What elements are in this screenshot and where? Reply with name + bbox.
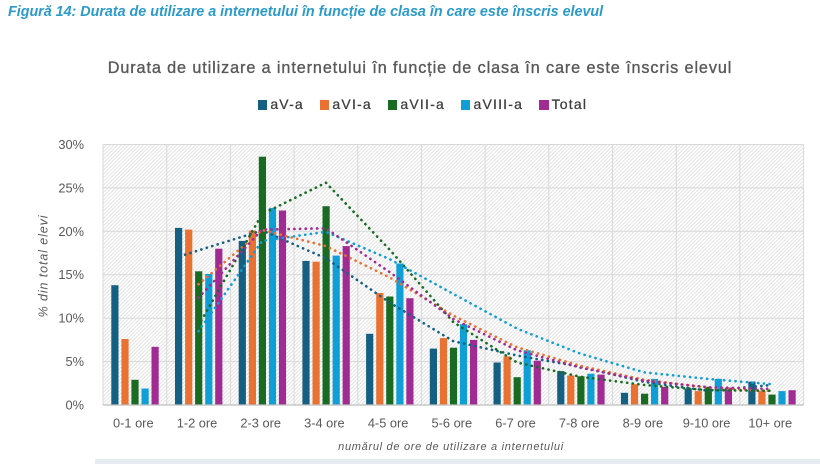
svg-text:20%: 20% — [58, 224, 84, 239]
svg-text:% din total elevi: % din total elevi — [37, 214, 51, 317]
svg-text:4-5 ore: 4-5 ore — [368, 416, 409, 431]
svg-text:10%: 10% — [58, 311, 84, 326]
svg-text:5%: 5% — [66, 354, 85, 369]
svg-text:numărul de ore de utilizare a: numărul de ore de utilizare a internetul… — [338, 441, 564, 453]
svg-text:1-2 ore: 1-2 ore — [177, 416, 218, 431]
svg-text:10+ ore: 10+ ore — [748, 416, 792, 431]
svg-text:25%: 25% — [58, 180, 84, 195]
svg-text:2-3 ore: 2-3 ore — [240, 416, 281, 431]
svg-text:3-4 ore: 3-4 ore — [304, 416, 345, 431]
svg-text:8-9 ore: 8-9 ore — [623, 416, 664, 431]
svg-text:0-1 ore: 0-1 ore — [113, 416, 154, 431]
svg-text:0%: 0% — [66, 398, 85, 413]
svg-text:6-7 ore: 6-7 ore — [495, 416, 536, 431]
svg-text:15%: 15% — [58, 267, 84, 282]
svg-text:9-10 ore: 9-10 ore — [683, 416, 731, 431]
svg-text:30%: 30% — [58, 137, 84, 152]
svg-text:5-6 ore: 5-6 ore — [432, 416, 473, 431]
svg-text:7-8 ore: 7-8 ore — [559, 416, 600, 431]
